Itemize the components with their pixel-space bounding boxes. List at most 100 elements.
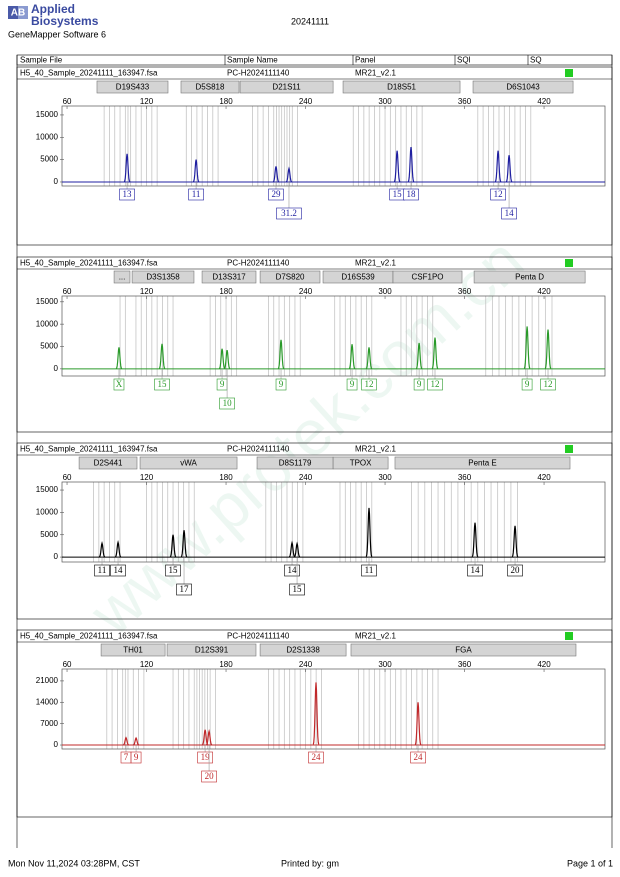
- y-tick-label: 14000: [36, 697, 59, 706]
- marker-box: [78, 456, 138, 470]
- peak: [115, 347, 123, 369]
- allele-label: 14: [471, 565, 481, 575]
- sample-name: PC-H2024111140: [227, 445, 290, 454]
- allele-label: 19: [201, 752, 211, 762]
- panel: [16, 66, 613, 246]
- y-tick-label: 10000: [36, 132, 59, 141]
- sample-file: H5_40_Sample_20241111_163947.fsa: [20, 259, 158, 268]
- marker-name: D16S539: [341, 273, 375, 282]
- marker-name: D12S391: [195, 646, 229, 655]
- panel-name: MR21_v2.1: [355, 632, 396, 641]
- allele-label: 14: [505, 208, 515, 218]
- peak: [505, 155, 513, 182]
- marker-name: TH01: [123, 646, 143, 655]
- x-tick-label: 240: [299, 287, 313, 296]
- peak: [544, 329, 552, 369]
- peak: [192, 159, 200, 183]
- marker-name: D3S1358: [146, 273, 180, 282]
- peak: [293, 541, 301, 558]
- x-tick-label: 60: [63, 473, 72, 482]
- marker-box: [342, 80, 461, 94]
- allele-box: [361, 378, 377, 391]
- peak: [180, 530, 188, 558]
- allele-label: 15: [158, 379, 168, 389]
- panel-name: MR21_v2.1: [355, 69, 396, 78]
- panel: [16, 256, 613, 433]
- allele-label: 9: [279, 379, 284, 389]
- marker-box: [139, 456, 238, 470]
- column-label: Sample File: [20, 56, 63, 65]
- peak: [393, 150, 401, 182]
- marker-name: D2S1338: [286, 646, 320, 655]
- column-label: Sample Name: [227, 56, 278, 65]
- allele-box: [176, 583, 192, 596]
- allele-label: X: [116, 379, 123, 389]
- allele-label: 9: [220, 379, 225, 389]
- x-tick-label: 120: [140, 660, 154, 669]
- allele-box: [346, 378, 358, 391]
- peak: [169, 534, 177, 558]
- allele-label: 12: [430, 379, 439, 389]
- sq-flag: [565, 632, 573, 640]
- plot-area: [61, 105, 606, 187]
- panel: [16, 629, 613, 818]
- allele-label: 11: [365, 565, 374, 575]
- x-tick-label: 300: [378, 473, 392, 482]
- y-tick-label: 7000: [40, 719, 58, 728]
- peak: [272, 166, 280, 183]
- allele-box: [284, 564, 300, 577]
- x-tick-label: 300: [378, 97, 392, 106]
- allele-box: [154, 378, 170, 391]
- sample-name: PC-H2024111140: [227, 632, 290, 641]
- marker-box: [100, 643, 166, 657]
- allele-box: [94, 564, 110, 577]
- report-date: 20241111: [291, 16, 329, 26]
- peak: [511, 525, 519, 557]
- x-tick-label: 180: [219, 660, 233, 669]
- allele-label: 12: [544, 379, 553, 389]
- plot-area: [61, 481, 606, 563]
- allele-label: 12: [365, 379, 374, 389]
- allele-label: 14: [288, 565, 298, 575]
- marker-box: [472, 80, 574, 94]
- y-tick-label: 15000: [36, 110, 59, 119]
- marker-name: D18S51: [387, 83, 416, 92]
- peak: [365, 507, 373, 557]
- sample-name: PC-H2024111140: [227, 259, 290, 268]
- software: GeneMapper Software 6: [8, 29, 106, 39]
- allele-box: [427, 378, 443, 391]
- marker-box: [392, 270, 463, 284]
- marker-name: D13S317: [212, 273, 246, 282]
- x-tick-label: 240: [299, 660, 313, 669]
- brand: Applied: [31, 2, 75, 16]
- allele-label: 15: [293, 584, 303, 594]
- allele-label: 20: [511, 565, 521, 575]
- marker-name: D21S11: [272, 83, 301, 92]
- sq-flag: [565, 259, 573, 267]
- peak: [471, 522, 479, 557]
- allele-box: [467, 564, 483, 577]
- marker-box: [259, 270, 321, 284]
- marker-name: D19S433: [116, 83, 150, 92]
- allele-box: [361, 564, 377, 577]
- allele-label: 9: [350, 379, 355, 389]
- peak: [365, 347, 373, 369]
- x-tick-label: 60: [63, 660, 72, 669]
- column-label: SQI: [457, 56, 471, 65]
- x-tick-label: 120: [140, 473, 154, 482]
- brand: Biosystems: [31, 14, 99, 28]
- plot-area: [61, 668, 606, 750]
- allele-box: [403, 188, 419, 201]
- allele-box: [130, 751, 142, 764]
- sample-file: H5_40_Sample_20241111_163947.fsa: [20, 632, 158, 641]
- y-tick-label: 5000: [40, 530, 58, 539]
- x-tick-label: 240: [299, 97, 313, 106]
- y-tick-label: 10000: [36, 319, 59, 328]
- y-tick-label: 0: [54, 177, 59, 186]
- sample-name: PC-H2024111140: [227, 69, 290, 78]
- allele-box: [276, 207, 302, 220]
- allele-box: [113, 378, 125, 391]
- allele-label: 15: [393, 189, 403, 199]
- marker-box: [180, 80, 240, 94]
